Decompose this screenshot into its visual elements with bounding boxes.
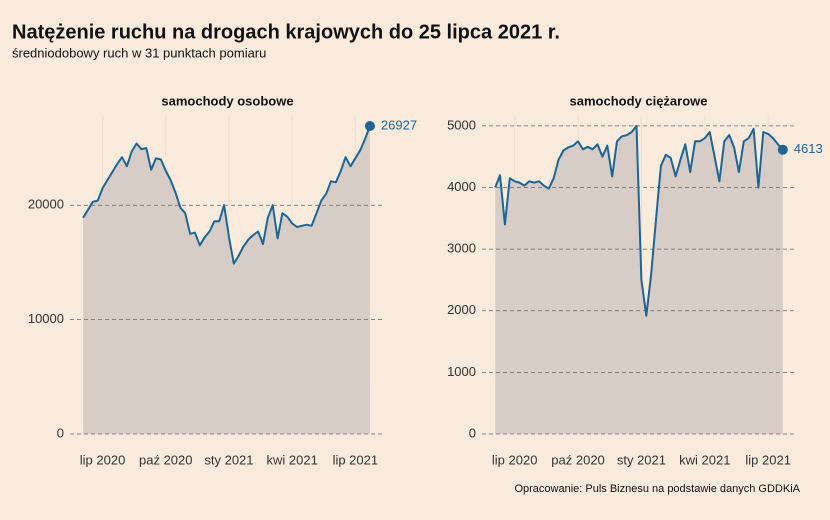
y-tick-label: 2000 xyxy=(447,302,476,317)
x-tick-label: sty 2021 xyxy=(617,452,666,467)
y-tick-label: 0 xyxy=(469,425,476,440)
line xyxy=(494,124,784,317)
x-tick-label: paź 2020 xyxy=(551,452,605,467)
chart-title: Natężenie ruchu na drogach krajowych do … xyxy=(12,21,560,43)
subtitle: średniodobowy ruch w 31 punktach pomiaru xyxy=(12,45,266,60)
line xyxy=(82,125,371,265)
x-tick-label: lip 2021 xyxy=(333,452,379,467)
x-tick-label: lip 2020 xyxy=(80,452,126,467)
x-tick-label: kwi 2021 xyxy=(266,452,317,467)
value-label: 4613 xyxy=(794,141,823,156)
x-tick-label: kwi 2021 xyxy=(679,452,730,467)
panel-title: samochody ciężarowe xyxy=(570,93,708,108)
end-point xyxy=(364,120,375,131)
y-tick-label: 4000 xyxy=(447,179,476,194)
y-tick-label: 10000 xyxy=(28,311,64,326)
panel-title: samochody osobowe xyxy=(161,93,293,108)
area xyxy=(83,126,370,434)
y-tick-label: 0 xyxy=(57,425,64,440)
x-tick-label: lip 2021 xyxy=(745,452,791,467)
source: Opracowanie: Puls Biznesu na podstawie d… xyxy=(514,483,800,495)
y-tick-label: 5000 xyxy=(447,117,476,132)
end-point xyxy=(777,144,788,155)
x-tick-label: lip 2020 xyxy=(492,452,538,467)
value-label: 26927 xyxy=(381,117,417,132)
x-tick-label: sty 2021 xyxy=(204,452,253,467)
y-tick-label: 1000 xyxy=(447,364,476,379)
y-tick-label: 20000 xyxy=(28,197,64,212)
y-tick-label: 3000 xyxy=(447,241,476,256)
x-tick-label: paź 2020 xyxy=(139,452,193,467)
area xyxy=(495,125,783,435)
